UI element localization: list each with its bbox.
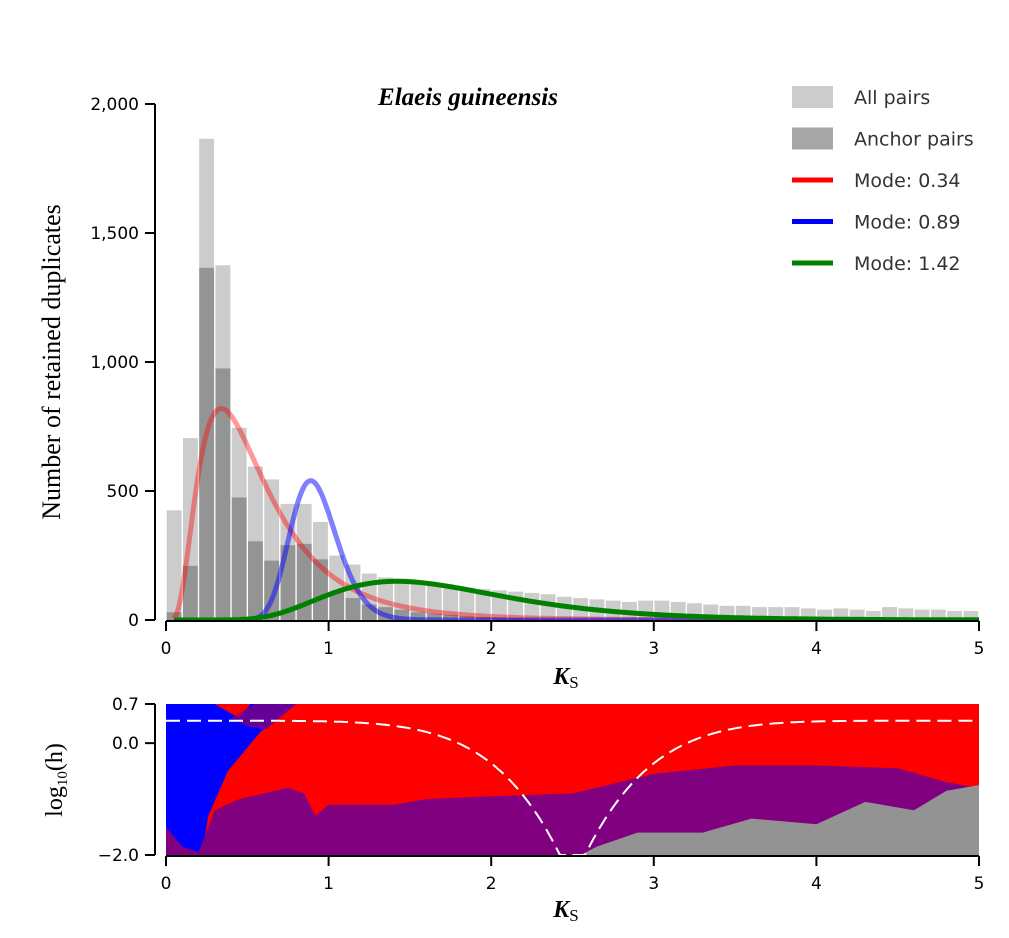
- x-tick-label: 5: [974, 639, 985, 659]
- histogram-axes: 0 500 1,000 1,500 2,000 0 1 2 3 4 5: [90, 95, 984, 659]
- all-pairs-bar: [443, 586, 458, 620]
- bottom-y-tick-label: 0.7: [112, 695, 139, 715]
- x-tick-label: 4: [811, 639, 822, 659]
- anchor-pairs-bar: [426, 613, 442, 620]
- anchor-pairs-bar: [329, 591, 345, 620]
- bottom-x-axis-label-main: K: [552, 897, 571, 923]
- bottom-x-tick-label: 1: [323, 874, 334, 894]
- all-pairs-bar: [865, 610, 881, 620]
- heatmap-regions: [166, 704, 979, 855]
- all-pairs-bar: [817, 609, 832, 620]
- anchor-pairs-bar: [410, 612, 426, 620]
- anchor-pairs-bar: [215, 368, 231, 620]
- all-pairs-bar: [833, 608, 849, 620]
- y-tick-label: 2,000: [90, 95, 139, 115]
- all-pairs-bar: [963, 610, 979, 620]
- legend-label: Mode: 0.89: [854, 212, 961, 234]
- all-pairs-bar: [475, 589, 491, 620]
- anchor-pairs-bar: [248, 541, 263, 620]
- heatmap-axes: −2.0 0.0 0.7 0 1 2 3 4 5: [98, 695, 985, 894]
- y-tick-label: 1,500: [90, 224, 139, 244]
- all-pairs-bar: [540, 594, 556, 620]
- all-pairs-bar: [882, 607, 897, 620]
- bottom-x-axis-label-subscript: S: [569, 906, 578, 925]
- anchor-pairs-bars: [166, 267, 816, 620]
- legend-swatch: [792, 127, 833, 150]
- legend-label: Mode: 1.42: [854, 253, 961, 275]
- anchor-pairs-bar: [231, 497, 247, 620]
- bottom-y-tick-label: −2.0: [98, 846, 139, 866]
- bottom-y-axis-label-main: log: [42, 786, 68, 817]
- bottom-y-tick-label: 0.0: [112, 734, 139, 754]
- bottom-x-tick-label: 3: [648, 874, 659, 894]
- all-pairs-bar: [914, 609, 930, 620]
- y-tick-label: 1,000: [90, 353, 139, 373]
- all-pairs-bar: [166, 510, 182, 620]
- all-pairs-bar: [849, 609, 865, 620]
- gray-region: [166, 785, 979, 855]
- all-pairs-bar: [426, 583, 442, 620]
- anchor-pairs-bar: [199, 267, 215, 620]
- y-tick-label: 0: [128, 611, 139, 631]
- mode-curve-1.42: [173, 578, 980, 621]
- anchor-pairs-bar: [182, 565, 198, 620]
- all-pairs-bar: [930, 609, 946, 620]
- anchor-pairs-bar: [166, 612, 182, 620]
- bottom-y-axis-label: log10(h): [42, 743, 71, 817]
- x-tick-label: 2: [486, 639, 497, 659]
- legend-label: Mode: 0.34: [854, 170, 961, 192]
- all-pairs-bar: [459, 587, 475, 620]
- anchor-pairs-bar: [394, 609, 410, 620]
- anchor-pairs-bar: [443, 614, 458, 620]
- bottom-x-tick-label: 2: [486, 874, 497, 894]
- all-pairs-bar: [410, 582, 426, 620]
- legend-swatch: [792, 86, 833, 108]
- x-axis-label-main: K: [552, 664, 571, 690]
- y-tick-label: 500: [107, 482, 139, 502]
- anchor-pairs-bar: [313, 559, 328, 620]
- bottom-x-tick-label: 0: [161, 874, 172, 894]
- chart-title: Elaeis guineensis: [377, 84, 558, 111]
- bottom-y-axis-label-subscript: 10: [55, 771, 71, 786]
- y-axis-label: Number of retained duplicates: [37, 204, 66, 520]
- legend: All pairs Anchor pairs Mode: 0.34 Mode: 0.8…: [792, 86, 974, 275]
- blue-region: [166, 704, 297, 855]
- x-axis-label-subscript: S: [569, 673, 578, 692]
- x-axis-label: KS: [552, 664, 578, 692]
- bottom-x-tick-label: 4: [811, 874, 822, 894]
- bottom-x-axis-label: KS: [552, 897, 578, 925]
- all-pairs-bar: [898, 608, 914, 620]
- x-tick-label: 0: [161, 639, 172, 659]
- all-pairs-bar: [800, 608, 816, 620]
- purple-overlap-region: [231, 704, 297, 730]
- legend-label: All pairs: [854, 87, 930, 109]
- histogram-panel: 0 500 1,000 1,500 2,000 0 1 2 3 4 5 Elaeis guineen…: [37, 84, 984, 692]
- heatmap-panel: −2.0 0.0 0.7 0 1 2 3 4 5 log10(h) KS: [42, 695, 984, 925]
- dashed-curve-right: [572, 719, 979, 855]
- anchor-pairs-bar: [345, 598, 361, 620]
- dashed-curve-left: [166, 719, 573, 855]
- x-tick-label: 1: [323, 639, 334, 659]
- legend-label: Anchor pairs: [854, 129, 974, 151]
- bottom-x-tick-label: 5: [974, 874, 985, 894]
- all-pairs-bar: [947, 610, 963, 620]
- x-tick-label: 3: [648, 639, 659, 659]
- bottom-y-axis-label-suffix: (h): [42, 743, 68, 771]
